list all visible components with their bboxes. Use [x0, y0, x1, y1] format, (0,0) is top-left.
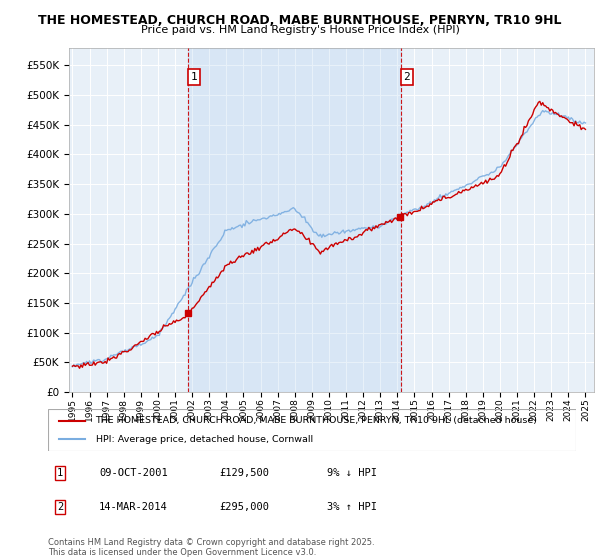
Text: £129,500: £129,500 — [219, 468, 269, 478]
Text: Price paid vs. HM Land Registry's House Price Index (HPI): Price paid vs. HM Land Registry's House … — [140, 25, 460, 35]
Text: 1: 1 — [57, 468, 63, 478]
Bar — [188, 48, 401, 392]
Text: 2: 2 — [57, 502, 63, 512]
Text: 3% ↑ HPI: 3% ↑ HPI — [327, 502, 377, 512]
Text: £295,000: £295,000 — [219, 502, 269, 512]
Text: 09-OCT-2001: 09-OCT-2001 — [99, 468, 168, 478]
Text: HPI: Average price, detached house, Cornwall: HPI: Average price, detached house, Corn… — [95, 435, 313, 444]
Text: 9% ↓ HPI: 9% ↓ HPI — [327, 468, 377, 478]
Text: THE HOMESTEAD, CHURCH ROAD, MABE BURNTHOUSE, PENRYN, TR10 9HL (detached house): THE HOMESTEAD, CHURCH ROAD, MABE BURNTHO… — [95, 416, 538, 425]
Text: THE HOMESTEAD, CHURCH ROAD, MABE BURNTHOUSE, PENRYN, TR10 9HL: THE HOMESTEAD, CHURCH ROAD, MABE BURNTHO… — [38, 14, 562, 27]
Text: 14-MAR-2014: 14-MAR-2014 — [99, 502, 168, 512]
Text: Contains HM Land Registry data © Crown copyright and database right 2025.
This d: Contains HM Land Registry data © Crown c… — [48, 538, 374, 557]
Text: 2: 2 — [403, 72, 410, 82]
Text: 1: 1 — [191, 72, 197, 82]
